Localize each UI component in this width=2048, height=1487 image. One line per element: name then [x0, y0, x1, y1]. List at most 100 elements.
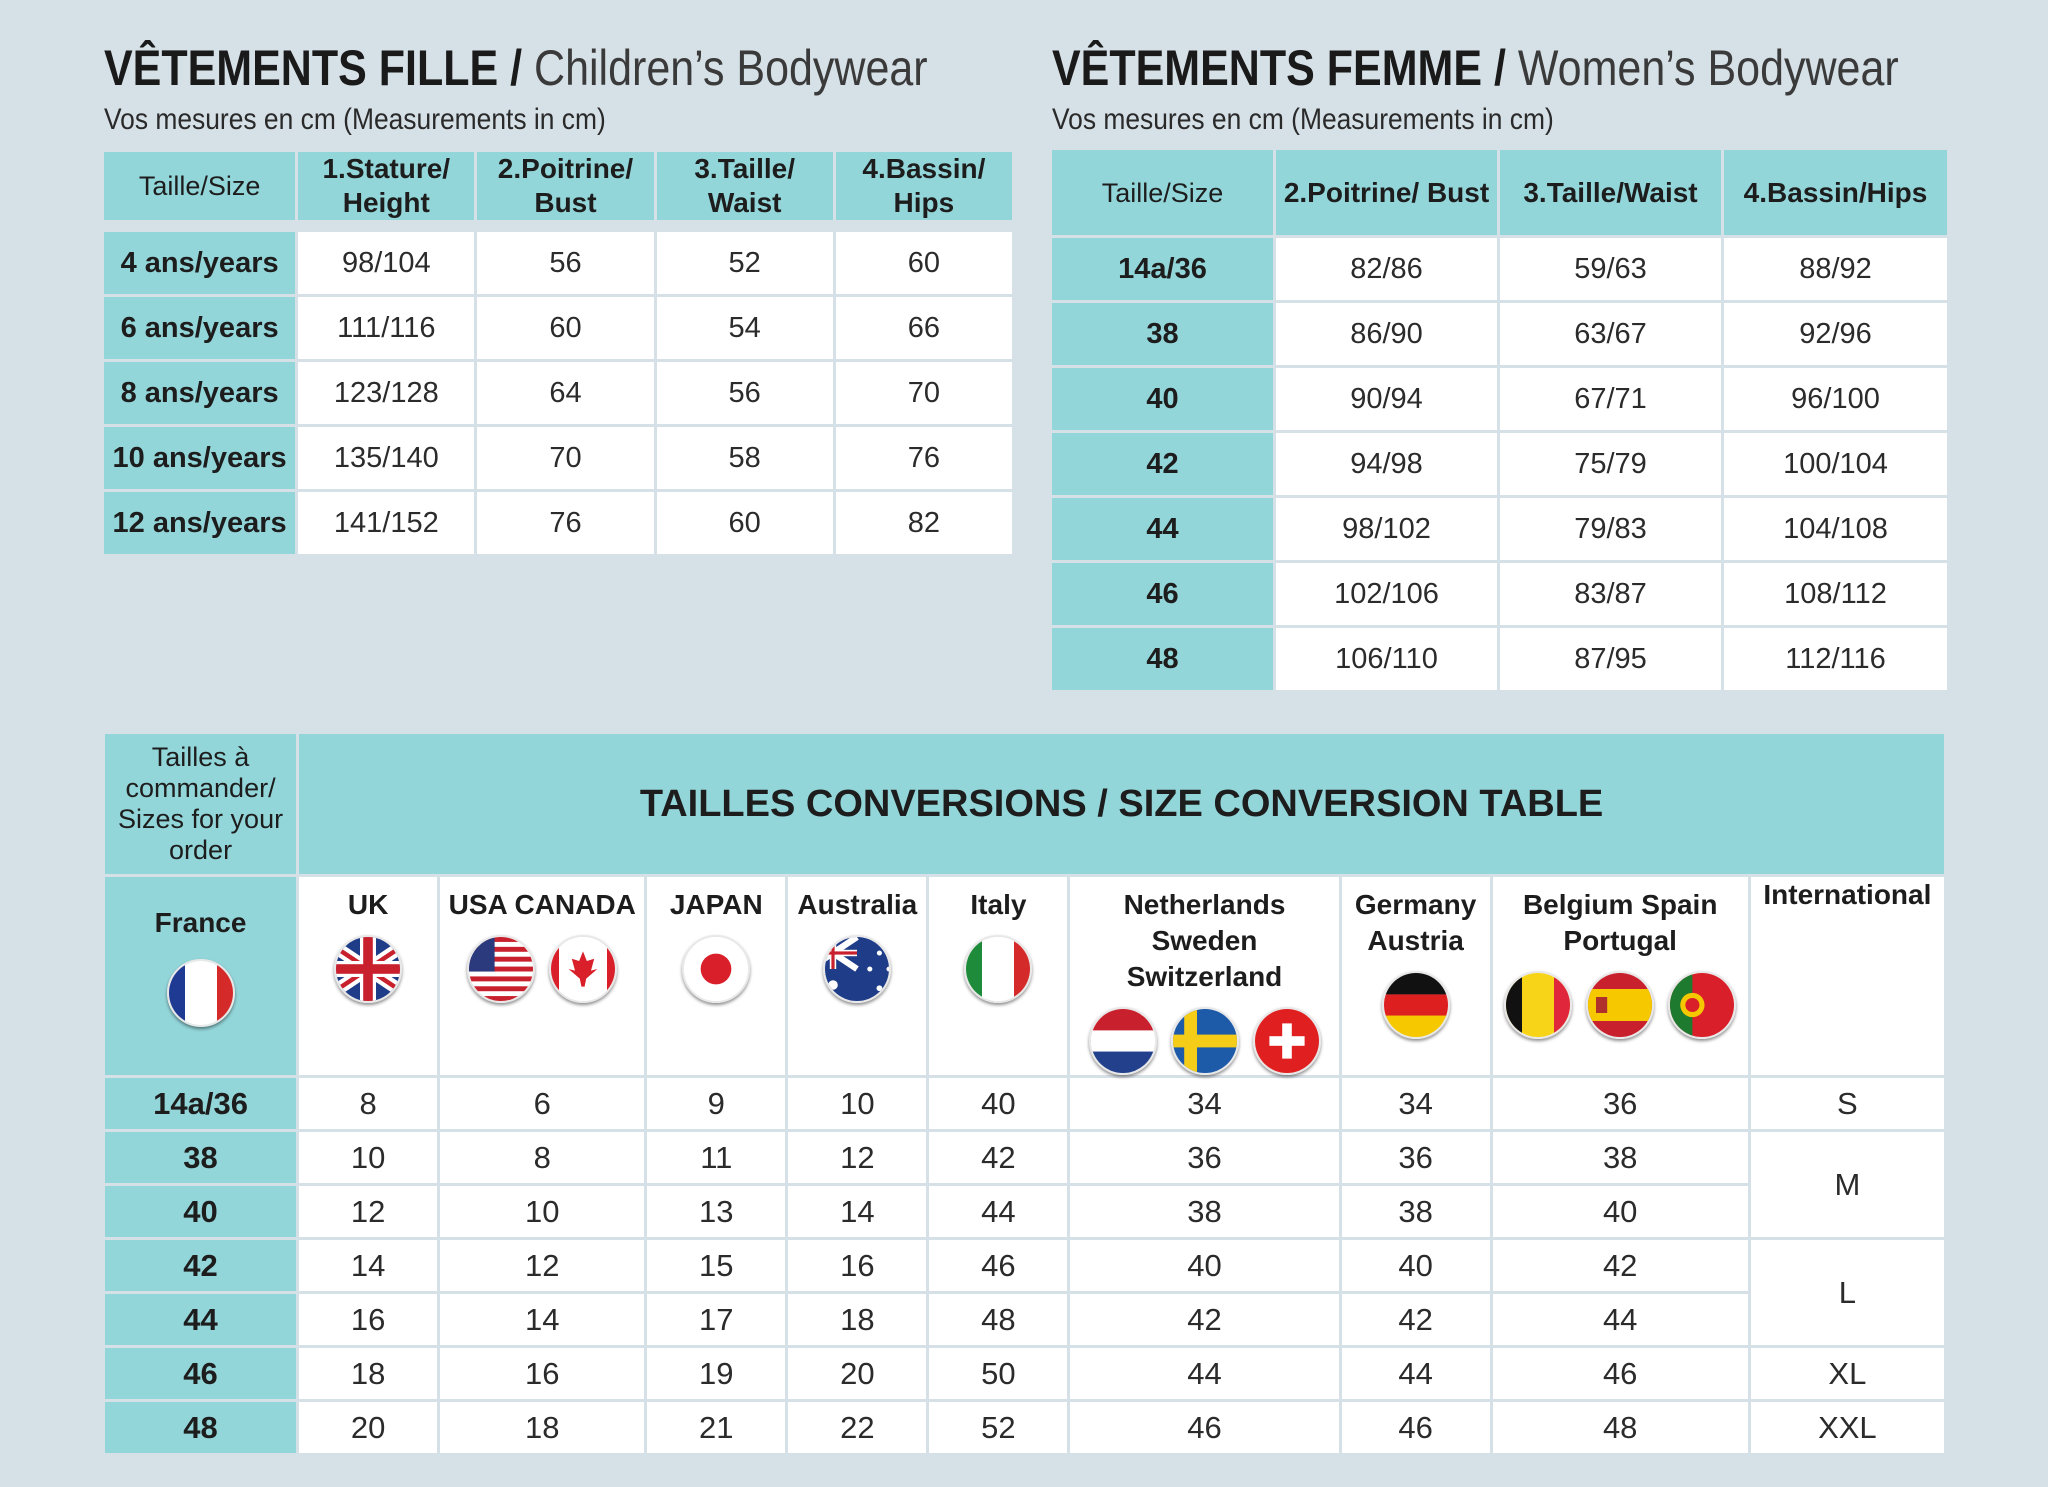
- table-cell: 83/87: [1500, 563, 1721, 625]
- table-cell: 48: [1492, 1402, 1748, 1453]
- order-sizes-label: Tailles à commander/ Sizes for your orde…: [105, 734, 297, 874]
- table-row: 4 ans/years 98/104 56 52 60: [104, 232, 1012, 294]
- table-cell: 46: [1492, 1348, 1748, 1399]
- women-subtitle: Vos mesures en cm (Measurements in cm): [1052, 103, 1554, 136]
- flag-france-icon: [166, 959, 235, 1027]
- table-cell: 66: [835, 297, 1012, 359]
- table-cell: 20: [788, 1348, 927, 1399]
- table-cell: 42: [1492, 1240, 1748, 1291]
- children-title: VÊTEMENTS FILLE / Children’s Bodywear: [104, 40, 928, 96]
- column-header: 3.Taille/ Waist: [656, 152, 833, 220]
- children-subtitle: Vos mesures en cm (Measurements in cm): [104, 103, 606, 136]
- flag-group: [1070, 1007, 1338, 1075]
- table-cell: 54: [656, 297, 833, 359]
- table-cell: 34: [1341, 1078, 1490, 1129]
- country-header: France: [105, 877, 297, 1075]
- row-label: 8 ans/years: [104, 362, 296, 424]
- column-header: 2.Poitrine/ Bust: [1276, 150, 1497, 235]
- flag-group: [929, 935, 1067, 1003]
- table-cell: 18: [299, 1348, 438, 1399]
- row-label: 42: [105, 1240, 297, 1291]
- table-row: 14a/36 8 6 9 10 40 34 34 36 S: [105, 1078, 1944, 1129]
- table-cell: 135/140: [298, 427, 475, 489]
- table-cell: 76: [835, 427, 1012, 489]
- row-label: 10 ans/years: [104, 427, 296, 489]
- table-cell: 88/92: [1724, 238, 1947, 300]
- country-header: USA CANADA: [440, 877, 645, 1075]
- country-header: Australia: [788, 877, 927, 1075]
- table-cell: 16: [299, 1294, 438, 1345]
- table-cell: 46: [1341, 1402, 1490, 1453]
- table-cell: 108/112: [1724, 563, 1947, 625]
- table-cell: 14: [440, 1294, 645, 1345]
- table-cell: 75/79: [1500, 433, 1721, 495]
- flag-group: [788, 935, 926, 1003]
- table-cell: 70: [835, 362, 1012, 424]
- size-conversion-table: Tailles à commander/ Sizes for your orde…: [102, 731, 1947, 1456]
- country-header: International: [1750, 877, 1944, 1075]
- children-heading: VÊTEMENTS FILLE / Children’s Bodywear Vo…: [104, 38, 1062, 138]
- country-header: Italy: [929, 877, 1068, 1075]
- table-cell: 42: [1070, 1294, 1339, 1345]
- table-cell: 19: [647, 1348, 786, 1399]
- table-cell: 86/90: [1276, 303, 1497, 365]
- international-size: XXL: [1750, 1402, 1944, 1453]
- table-row: 46 102/106 83/87 108/112: [1052, 563, 1947, 625]
- table-cell: 50: [929, 1348, 1068, 1399]
- table-cell: 38: [1070, 1186, 1339, 1237]
- children-size-table: Taille/Size 1.Stature/ Height 2.Poitrine/ …: [101, 149, 1015, 557]
- table-cell: 67/71: [1500, 368, 1721, 430]
- table-cell: 48: [929, 1294, 1068, 1345]
- table-cell: 58: [656, 427, 833, 489]
- country-name: JAPAN: [669, 889, 763, 920]
- row-label: 44: [1052, 498, 1273, 560]
- table-cell: 14: [299, 1240, 438, 1291]
- table-cell: 60: [477, 297, 654, 359]
- country-name: Australia: [797, 889, 918, 920]
- row-label: 46: [1052, 563, 1273, 625]
- table-cell: 8: [299, 1078, 438, 1129]
- column-header: 4.Bassin/Hips: [1724, 150, 1947, 235]
- flag-group: [1342, 971, 1490, 1039]
- table-cell: 36: [1341, 1132, 1490, 1183]
- table-cell: 102/106: [1276, 563, 1497, 625]
- women-heading: VÊTEMENTS FEMME / Women’s Bodywear Vos m…: [1052, 38, 2037, 138]
- flag-netherlands-icon: [1088, 1007, 1157, 1075]
- table-cell: 38: [1492, 1132, 1748, 1183]
- table-cell: 52: [929, 1402, 1068, 1453]
- country-name: USA CANADA: [448, 889, 636, 920]
- row-label: 46: [105, 1348, 297, 1399]
- table-cell: 60: [656, 492, 833, 554]
- flag-italy-icon: [964, 935, 1033, 1003]
- country-header: Belgium Spain Portugal: [1492, 877, 1748, 1075]
- row-label: 38: [105, 1132, 297, 1183]
- table-cell: 22: [788, 1402, 927, 1453]
- table-cell: 15: [647, 1240, 786, 1291]
- flag-australia-icon: [823, 935, 892, 1003]
- row-label: 40: [1052, 368, 1273, 430]
- flag-group: [105, 959, 296, 1027]
- table-row: 42 94/98 75/79 100/104: [1052, 433, 1947, 495]
- table-cell: 141/152: [298, 492, 475, 554]
- table-row: 14a/36 82/86 59/63 88/92: [1052, 238, 1947, 300]
- table-cell: 123/128: [298, 362, 475, 424]
- row-label: 48: [105, 1402, 297, 1453]
- table-cell: 12: [788, 1132, 927, 1183]
- table-cell: 106/110: [1276, 628, 1497, 690]
- table-cell: 10: [440, 1186, 645, 1237]
- table-cell: 104/108: [1724, 498, 1947, 560]
- table-cell: 44: [1070, 1348, 1339, 1399]
- table-cell: 42: [1341, 1294, 1490, 1345]
- column-header: 3.Taille/Waist: [1500, 150, 1721, 235]
- table-row: 38 10 8 11 12 42 36 36 38 M: [105, 1132, 1944, 1237]
- table-cell: 52: [656, 232, 833, 294]
- flag-portugal-icon: [1668, 971, 1737, 1039]
- table-cell: 40: [1070, 1240, 1339, 1291]
- table-row: 44 98/102 79/83 104/108: [1052, 498, 1947, 560]
- table-cell: 112/116: [1724, 628, 1947, 690]
- flag-group: [647, 935, 785, 1003]
- flag-germany-icon: [1381, 971, 1450, 1039]
- table-row: 6 ans/years 111/116 60 54 66: [104, 297, 1012, 359]
- table-row: 40 12 10 13 14 44 38 38 40: [105, 1186, 1944, 1237]
- table-cell: 70: [477, 427, 654, 489]
